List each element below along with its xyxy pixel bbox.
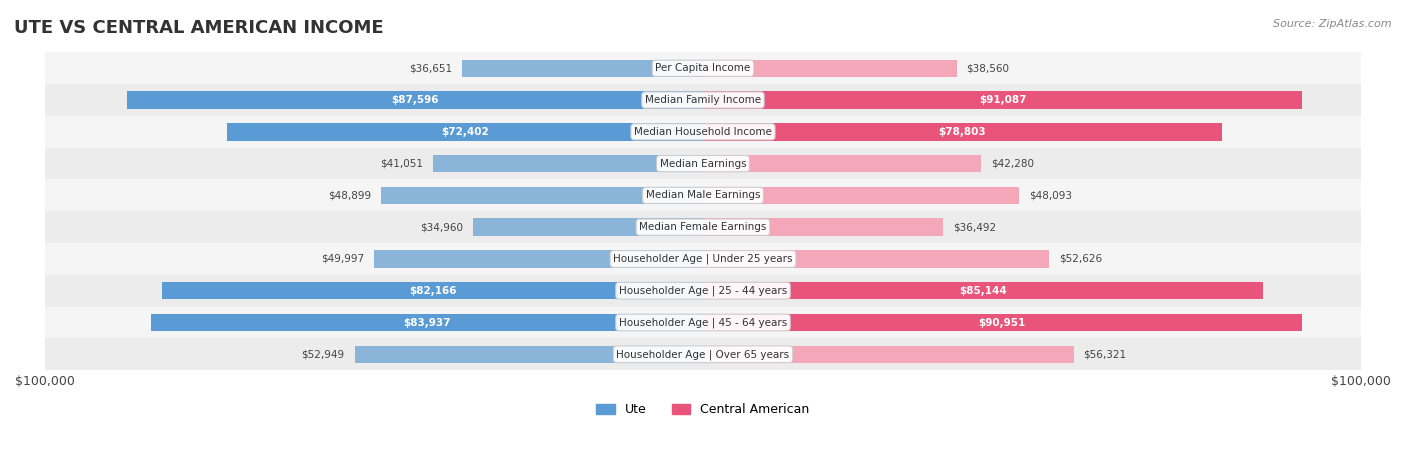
- Text: $72,402: $72,402: [441, 127, 489, 137]
- Text: Householder Age | 45 - 64 years: Householder Age | 45 - 64 years: [619, 317, 787, 328]
- Text: $41,051: $41,051: [380, 159, 423, 169]
- Text: $48,899: $48,899: [328, 191, 371, 200]
- Bar: [703, 346, 1074, 363]
- Text: $83,937: $83,937: [404, 318, 450, 327]
- Text: $90,951: $90,951: [979, 318, 1026, 327]
- Text: $49,997: $49,997: [321, 254, 364, 264]
- Text: Householder Age | 25 - 44 years: Householder Age | 25 - 44 years: [619, 285, 787, 296]
- Bar: [150, 314, 703, 331]
- Text: Householder Age | Over 65 years: Householder Age | Over 65 years: [616, 349, 790, 360]
- Bar: [433, 155, 703, 172]
- Bar: [703, 314, 1302, 331]
- Bar: [374, 250, 703, 268]
- Bar: [45, 116, 1361, 148]
- Text: Source: ZipAtlas.com: Source: ZipAtlas.com: [1274, 19, 1392, 28]
- Text: Median Household Income: Median Household Income: [634, 127, 772, 137]
- Text: $34,960: $34,960: [420, 222, 463, 232]
- Bar: [703, 91, 1302, 109]
- Bar: [703, 187, 1019, 204]
- Bar: [703, 123, 1222, 141]
- Text: $85,144: $85,144: [959, 286, 1007, 296]
- Text: $56,321: $56,321: [1084, 349, 1126, 359]
- Bar: [45, 307, 1361, 339]
- Text: Householder Age | Under 25 years: Householder Age | Under 25 years: [613, 254, 793, 264]
- Text: UTE VS CENTRAL AMERICAN INCOME: UTE VS CENTRAL AMERICAN INCOME: [14, 19, 384, 37]
- Text: $78,803: $78,803: [938, 127, 986, 137]
- Bar: [45, 339, 1361, 370]
- Text: $91,087: $91,087: [979, 95, 1026, 105]
- Bar: [703, 250, 1049, 268]
- Bar: [162, 282, 703, 299]
- Text: Per Capita Income: Per Capita Income: [655, 63, 751, 73]
- Bar: [703, 59, 956, 77]
- Bar: [127, 91, 703, 109]
- Text: Median Earnings: Median Earnings: [659, 159, 747, 169]
- Text: $36,651: $36,651: [409, 63, 451, 73]
- Bar: [45, 179, 1361, 211]
- Bar: [45, 211, 1361, 243]
- Text: $38,560: $38,560: [966, 63, 1010, 73]
- Bar: [45, 84, 1361, 116]
- Bar: [703, 219, 943, 236]
- Text: $48,093: $48,093: [1029, 191, 1073, 200]
- Text: $42,280: $42,280: [991, 159, 1033, 169]
- Text: $52,949: $52,949: [301, 349, 344, 359]
- Text: $36,492: $36,492: [953, 222, 995, 232]
- Legend: Ute, Central American: Ute, Central American: [592, 398, 814, 421]
- Bar: [45, 52, 1361, 84]
- Text: Median Female Earnings: Median Female Earnings: [640, 222, 766, 232]
- Bar: [45, 275, 1361, 307]
- Bar: [461, 59, 703, 77]
- Bar: [472, 219, 703, 236]
- Text: Median Male Earnings: Median Male Earnings: [645, 191, 761, 200]
- Bar: [45, 148, 1361, 179]
- Text: $87,596: $87,596: [391, 95, 439, 105]
- Text: $52,626: $52,626: [1059, 254, 1102, 264]
- Bar: [226, 123, 703, 141]
- Bar: [703, 282, 1264, 299]
- Bar: [354, 346, 703, 363]
- Bar: [381, 187, 703, 204]
- Text: $82,166: $82,166: [409, 286, 457, 296]
- Bar: [45, 243, 1361, 275]
- Text: Median Family Income: Median Family Income: [645, 95, 761, 105]
- Bar: [703, 155, 981, 172]
